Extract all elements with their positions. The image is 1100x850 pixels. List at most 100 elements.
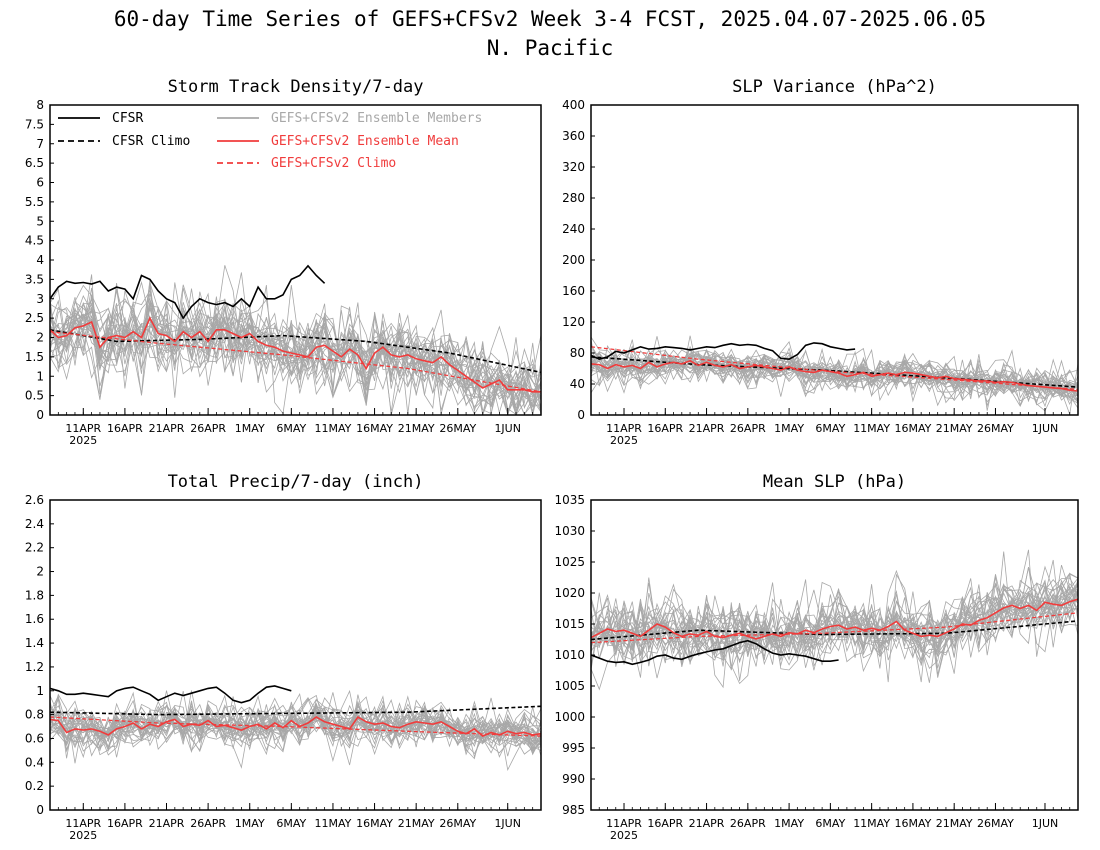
legend-label-cfsr: CFSR (112, 111, 143, 126)
y-tick-label: 280 (562, 191, 585, 205)
x-tick-label: 21APR (689, 817, 725, 830)
y-tick-label: 40 (570, 377, 585, 391)
y-tick-label: 4.5 (25, 234, 44, 248)
y-tick-label: 2.2 (25, 541, 44, 555)
x-tick-label: 26APR (730, 817, 766, 830)
ensemble-climo-line (591, 612, 1078, 644)
ensemble-climo-line (50, 716, 541, 737)
x-tick-label: 1MAY (774, 817, 804, 830)
ensemble-member-line (50, 695, 541, 749)
y-tick-label: 120 (562, 315, 585, 329)
chart-panel-4: Mean SLP (hPa) 985 990 995 1000 1005 1010 1015 1… (554, 472, 1079, 842)
x-tick-year-label: 2025 (610, 434, 638, 447)
y-tick-label: 160 (562, 284, 585, 298)
y-tick-label: 1035 (554, 493, 585, 507)
x-tick-label: 26MAY (977, 422, 1014, 435)
x-tick-label: 21APR (689, 422, 725, 435)
y-tick-label: 360 (562, 129, 585, 143)
panel-title: SLP Variance (hPa^2) (732, 77, 937, 97)
x-tick-label: 11MAY (853, 422, 890, 435)
ensemble-member-line (50, 694, 541, 756)
y-tick-label: 3 (36, 292, 44, 306)
y-tick-label: 2.5 (25, 311, 44, 325)
ensemble-member-line (50, 704, 541, 752)
ensemble-mean-line (50, 316, 541, 393)
ensemble-member-line (591, 564, 1078, 671)
figure-subtitle: N. Pacific (487, 36, 613, 60)
legend-label-ens_mean: GEFS+CFSv2 Ensemble Mean (271, 134, 459, 149)
y-tick-label: 0 (36, 408, 44, 422)
y-tick-label: 1015 (554, 617, 585, 631)
ensemble-member-line (50, 285, 541, 415)
y-tick-label: 3.5 (25, 272, 44, 286)
ensemble-member-line (591, 354, 1078, 402)
y-tick-label: 80 (570, 346, 585, 360)
y-tick-label: 1030 (554, 524, 585, 538)
x-tick-label: 1MAY (774, 422, 804, 435)
y-tick-label: 240 (562, 222, 585, 236)
y-tick-label: 2.4 (25, 517, 44, 531)
ensemble-member-line (50, 290, 541, 415)
chart-panels: Storm Track Density/7-day 0 0.5 1 1.5 2 2.5 3 3.… (25, 77, 1079, 842)
ensemble-mean-line (591, 598, 1078, 640)
y-tick-label: 7 (36, 137, 44, 151)
ensemble-member-line (591, 348, 1078, 397)
x-tick-label: 16MAY (894, 817, 931, 830)
ensemble-member-line (50, 265, 541, 415)
chart-panel-2: SLP Variance (hPa^2) 0 40 80 120 160 200 240 280… (562, 77, 1079, 447)
x-tick-label: 26MAY (439, 817, 476, 830)
x-tick-label: 6MAY (276, 422, 306, 435)
x-tick-label: 21MAY (936, 422, 973, 435)
ensemble-climo-line (591, 346, 1078, 391)
x-tick-label: 1JUN (494, 817, 521, 830)
x-tick-label: 11APR (606, 817, 642, 830)
y-tick-label: 6.5 (25, 156, 44, 170)
ensemble-member-line (591, 352, 1078, 401)
x-tick-label: 11APR (65, 422, 101, 435)
y-tick-label: 2 (36, 331, 44, 345)
y-tick-label: 1.6 (25, 612, 44, 626)
x-tick-label: 11APR (606, 422, 642, 435)
y-tick-label: 1.4 (25, 636, 44, 650)
ensemble-member-line (50, 704, 541, 750)
ensemble-member-line (50, 699, 541, 756)
y-tick-label: 1005 (554, 679, 585, 693)
ensemble-member-line (591, 355, 1078, 397)
ensemble-climo-line (50, 331, 541, 393)
panel-title: Mean SLP (hPa) (763, 472, 906, 492)
y-tick-label: 0.6 (25, 731, 44, 745)
x-tick-label: 16MAY (356, 817, 393, 830)
ensemble-member-line (50, 313, 541, 407)
x-tick-label: 16MAY (356, 422, 393, 435)
y-tick-label: 1020 (554, 586, 585, 600)
legend: CFSR CFSR Climo GEFS+CFSv2 Ensemble Member… (58, 111, 482, 171)
ensemble-member-line (591, 336, 1078, 411)
x-tick-label: 16APR (107, 422, 143, 435)
x-tick-label: 16APR (647, 817, 683, 830)
x-tick-label: 26MAY (439, 422, 476, 435)
y-tick-label: 990 (562, 772, 585, 786)
x-tick-label: 11APR (65, 817, 101, 830)
y-tick-label: 1000 (554, 710, 585, 724)
x-tick-label: 1MAY (235, 817, 265, 830)
y-tick-label: 0 (36, 803, 44, 817)
x-tick-label: 26APR (190, 422, 226, 435)
y-tick-label: 7.5 (25, 117, 44, 131)
cfsr-line (50, 685, 292, 704)
x-tick-label: 1MAY (235, 422, 265, 435)
y-tick-label: 0.4 (25, 755, 44, 769)
legend-label-members: GEFS+CFSv2 Ensemble Members (271, 111, 482, 126)
y-tick-label: 8 (36, 98, 44, 112)
panel-title: Total Precip/7-day (inch) (168, 472, 424, 492)
x-tick-label: 21MAY (936, 817, 973, 830)
x-tick-label: 1JUN (1032, 422, 1059, 435)
ensemble-member-line (50, 295, 541, 415)
y-tick-label: 1025 (554, 555, 585, 569)
x-tick-label: 21MAY (398, 817, 435, 830)
legend-label-ens_climo: GEFS+CFSv2 Climo (271, 156, 396, 171)
y-tick-label: 995 (562, 741, 585, 755)
x-tick-year-label: 2025 (69, 829, 97, 842)
ensemble-member-line (50, 301, 541, 415)
y-tick-label: 0 (577, 408, 585, 422)
